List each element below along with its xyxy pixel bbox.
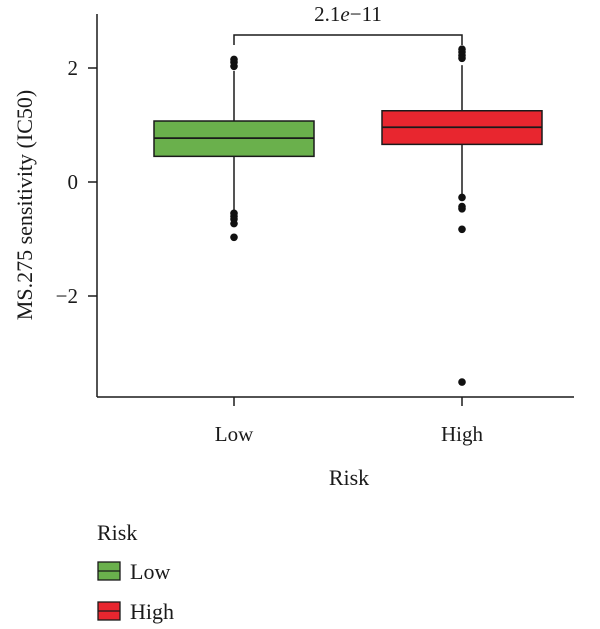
box-low [153,55,315,242]
outlier-point [230,62,238,71]
outlier-point [458,378,466,386]
y-tick-label: 2 [68,56,79,80]
significance-bracket: 2.1e−11 [233,2,463,45]
outlier-point [230,219,238,228]
x-tick-label: High [441,422,484,446]
bracket-line [233,34,463,45]
outlier-point [458,225,466,234]
legend-label: Low [130,559,170,584]
y-tick-label: −2 [56,284,78,308]
legend-label: High [130,599,174,624]
outlier-point [458,204,466,213]
legend-title: Risk [97,520,137,545]
x-tick-label: Low [215,422,254,446]
p-value-label: 2.1e−11 [314,2,382,26]
legend: Risk Low High [97,520,174,624]
outlier-point [230,233,238,242]
legend-item-high: High [97,599,174,624]
box-high [381,45,543,386]
x-axis-title: Risk [329,465,369,490]
legend-item-low: Low [97,559,170,584]
y-axis-title: MS.275 sensitivity (IC50) [12,90,37,320]
outlier-point [458,193,466,202]
x-axis-ticks: Low High [215,397,484,446]
outlier-point [458,54,466,63]
y-tick-label: 0 [68,170,79,194]
box-group [153,45,543,386]
y-axis-ticks: 2 0 −2 [56,56,97,308]
